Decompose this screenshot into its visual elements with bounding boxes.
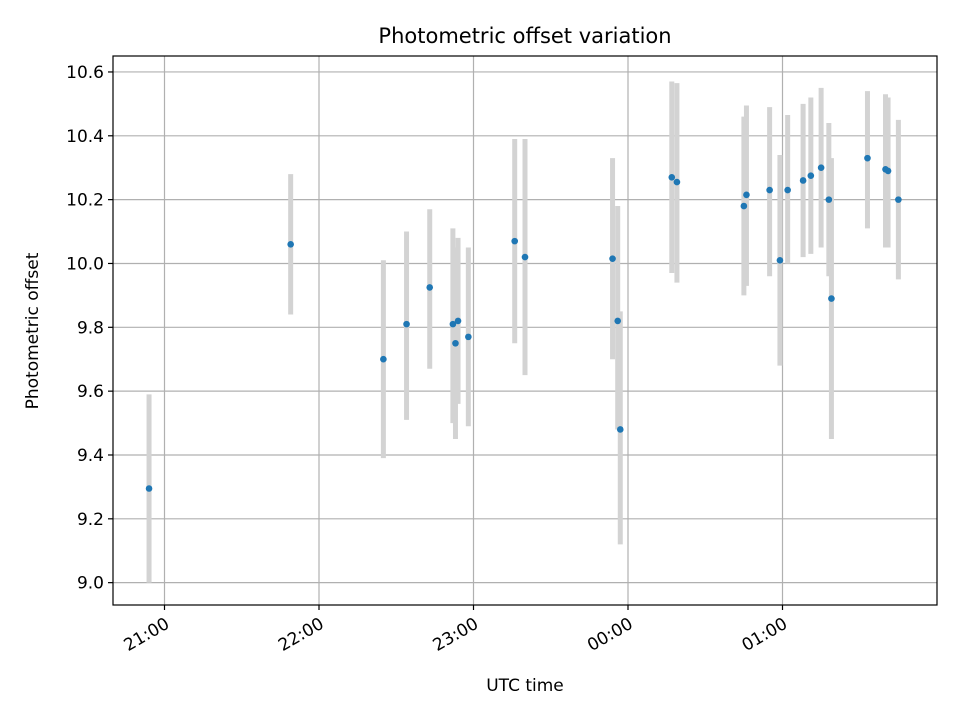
plot-frame	[112, 55, 938, 606]
y-tick-label: 10.4	[66, 127, 104, 147]
chart-title: Photometric offset variation	[378, 24, 671, 48]
data-point	[287, 241, 294, 248]
y-tick-label: 9.4	[77, 446, 104, 466]
y-tick-label: 10.2	[66, 191, 104, 211]
data-point	[403, 320, 410, 328]
data-point	[609, 255, 616, 262]
data-point	[807, 172, 815, 179]
data-point	[465, 333, 472, 341]
y-tick-label: 10.6	[66, 63, 104, 83]
data-point	[817, 164, 825, 172]
data-point	[776, 256, 784, 264]
data-point	[449, 320, 457, 328]
data-point	[828, 295, 835, 302]
data-point	[145, 485, 153, 492]
data-point	[668, 173, 676, 181]
data-point	[743, 191, 750, 199]
y-axis-ticks: 9.0 9.2 9.4 9.6 9.8 10.0 10.2 10.4 10.6	[66, 63, 113, 594]
data-point	[766, 186, 773, 194]
y-tick-label: 9.0	[77, 574, 104, 594]
data-point	[616, 426, 624, 433]
data-point	[740, 202, 748, 210]
grid	[113, 56, 937, 605]
y-tick-label: 9.6	[77, 382, 104, 402]
y-tick-label: 9.2	[77, 510, 104, 530]
data-point	[864, 154, 871, 162]
data-point	[784, 186, 791, 194]
data-point	[799, 177, 807, 184]
data-points	[145, 154, 902, 492]
x-axis-label: UTC time	[486, 676, 564, 696]
y-tick-label: 9.8	[77, 318, 104, 338]
data-point	[452, 339, 459, 347]
data-point	[884, 167, 892, 175]
data-point	[426, 284, 434, 291]
data-point	[673, 178, 681, 186]
data-point	[454, 317, 462, 325]
data-point	[521, 253, 529, 261]
data-point	[614, 317, 621, 325]
data-point	[380, 355, 387, 363]
data-point	[825, 196, 833, 203]
data-point	[511, 237, 518, 245]
data-point	[895, 196, 902, 203]
y-axis-label: Photometric offset	[23, 252, 43, 409]
y-tick-label: 10.0	[66, 254, 104, 274]
